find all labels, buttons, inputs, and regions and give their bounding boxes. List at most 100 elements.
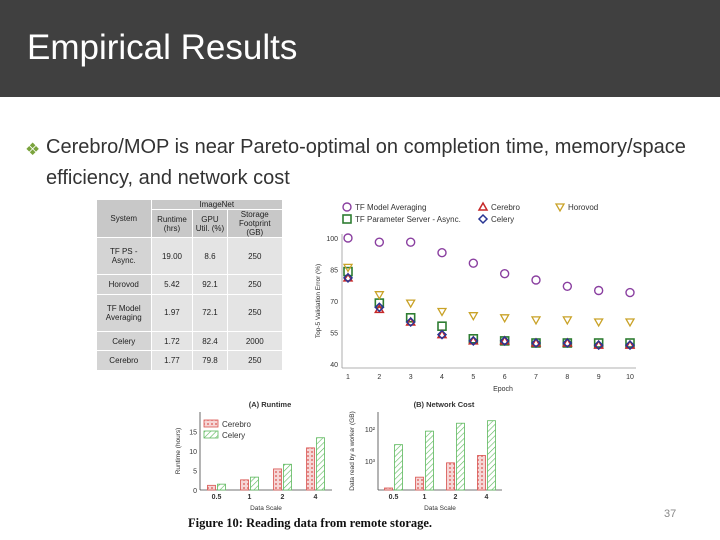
data-point <box>374 291 385 301</box>
legend-marker <box>554 203 566 213</box>
data-point <box>625 338 635 348</box>
legend-marker <box>477 213 489 225</box>
data-point <box>405 237 416 247</box>
legend-label: TF Parameter Server - Async. <box>355 215 461 224</box>
legend-swatch <box>203 419 219 428</box>
y-tick-label: 70 <box>330 299 338 306</box>
cell-storage: 2000 <box>226 330 284 352</box>
x-tick-label: 9 <box>597 374 601 381</box>
header-imagenet: ImageNet <box>150 199 283 210</box>
x-tick-label: 0.5 <box>212 494 222 501</box>
cell-gpu: 92.1 <box>192 274 228 295</box>
x-tick-label: 0.5 <box>389 494 399 501</box>
x-tick-label: 7 <box>534 374 538 381</box>
data-point <box>468 335 479 346</box>
cell-gpu: 8.6 <box>192 236 228 276</box>
x-axis-label: Data Scale <box>424 505 456 512</box>
x-tick-label: 2 <box>281 494 285 501</box>
data-point <box>593 285 604 296</box>
bar <box>217 483 226 491</box>
legend-marker <box>342 202 352 212</box>
table-row: TF Model Averaging 1.97 72.1 250 <box>96 293 284 332</box>
x-tick-label: 6 <box>503 374 507 381</box>
x-axis-label: Epoch <box>493 386 513 393</box>
bar <box>316 437 325 491</box>
bar <box>394 444 403 491</box>
x-tick-label: 1 <box>346 374 350 381</box>
table-row: TF PS - Async. 19.00 8.6 250 <box>96 236 284 276</box>
data-point <box>374 237 385 247</box>
cell-runtime: 1.97 <box>150 293 194 332</box>
data-point <box>499 268 510 279</box>
x-tick-label: 4 <box>440 374 444 381</box>
y-tick-label: 55 <box>330 331 338 338</box>
data-point <box>562 281 573 292</box>
data-point <box>562 316 573 326</box>
network-cost-bar-chart: (B) Network Cost Data read by a worker (G… <box>349 400 502 512</box>
cell-storage: 250 <box>226 274 284 295</box>
legend-label: Horovod <box>568 203 598 212</box>
data-point <box>468 258 479 268</box>
cell-runtime: 19.00 <box>150 236 194 276</box>
legend-marker <box>477 201 489 211</box>
data-point <box>593 338 604 348</box>
cell-system: TF Model Averaging <box>96 293 152 332</box>
bar <box>306 447 315 491</box>
legend-label: Celery <box>222 431 245 440</box>
table-row: Cerebro 1.77 79.8 250 <box>96 350 284 371</box>
bar <box>250 476 259 491</box>
data-point <box>405 299 416 309</box>
legend-label: Celery <box>491 215 514 224</box>
legend-label: Cerebro <box>491 203 520 212</box>
x-axis-label: Data Scale <box>250 505 282 512</box>
header-storage: Storage Footprint (GB) <box>226 209 284 238</box>
x-tick-label: 4 <box>485 494 489 501</box>
cell-system: Celery <box>96 330 152 352</box>
cell-runtime: 1.77 <box>150 350 194 371</box>
cell-system: Horovod <box>96 274 152 295</box>
data-point <box>468 334 479 344</box>
cell-storage: 250 <box>226 236 284 276</box>
data-point <box>593 318 604 328</box>
data-point <box>530 316 542 326</box>
data-point <box>374 302 385 313</box>
data-point <box>342 263 354 273</box>
y-tick-label: 15 <box>189 430 197 437</box>
y-tick-label: 85 <box>330 268 338 275</box>
x-tick-label: 10 <box>626 374 634 381</box>
data-point <box>342 272 354 283</box>
cell-gpu: 82.4 <box>192 330 228 352</box>
bar <box>384 487 393 491</box>
y-tick-label: 0 <box>193 488 197 495</box>
y-tick-label: 10 <box>189 449 197 456</box>
data-point <box>562 337 573 349</box>
cell-runtime: 1.72 <box>150 330 194 352</box>
validation-error-chart: 40 55 70 85 100 1 2 3 4 5 6 7 8 9 10 Epoch Top-5 Validat… <box>315 201 636 393</box>
bar <box>425 430 434 491</box>
data-point <box>405 313 416 323</box>
cell-runtime: 5.42 <box>150 274 194 295</box>
figure-caption: Figure 10: Reading data from remote stor… <box>188 516 433 530</box>
y-tick-label: 5 <box>193 469 197 476</box>
legend-swatch <box>203 430 219 439</box>
x-tick-label: 1 <box>248 494 252 501</box>
x-tick-label: 4 <box>314 494 318 501</box>
bar <box>477 455 486 491</box>
data-point <box>468 312 479 322</box>
y-axis-label: Data read by a worker (GB) <box>349 411 356 490</box>
data-point <box>437 248 447 258</box>
header-gpu-util: GPU Util. (%) <box>192 209 228 238</box>
cell-gpu: 72.1 <box>192 293 228 332</box>
table-row: Celery 1.72 82.4 2000 <box>96 330 284 352</box>
bar <box>415 476 424 491</box>
y-tick-label: 10³ <box>365 459 376 466</box>
cell-gpu: 79.8 <box>192 350 228 371</box>
x-tick-label: 1 <box>423 494 427 501</box>
data-point <box>530 337 542 349</box>
bar <box>207 484 216 491</box>
bar <box>283 463 292 491</box>
legend-label: TF Model Averaging <box>355 203 426 212</box>
data-point <box>437 321 447 331</box>
x-tick-label: 3 <box>409 374 413 381</box>
